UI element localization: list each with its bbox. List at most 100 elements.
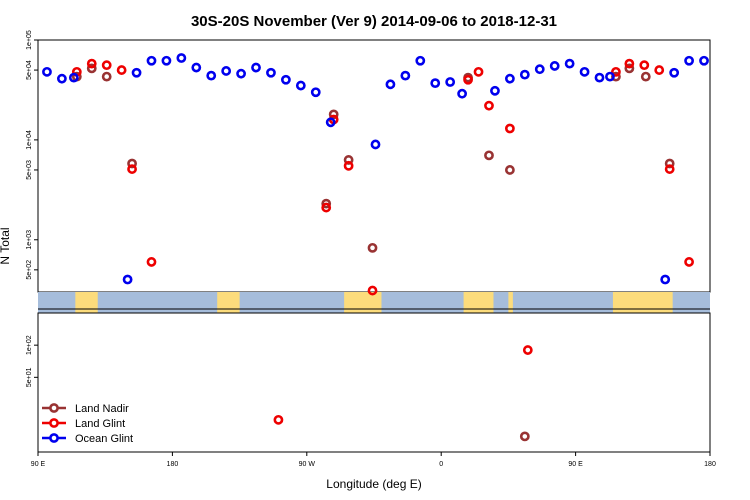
land-mass: [612, 292, 673, 313]
land-glint-point: [522, 345, 533, 355]
upper-y-tick-label: 5e+04: [26, 60, 33, 80]
legend-marker-land-glint: [49, 418, 59, 428]
legend-marker-ocean-glint: [49, 433, 59, 443]
ocean-glint-point: [564, 58, 575, 69]
ocean-glint-point: [534, 64, 545, 75]
land-nadir-point: [328, 109, 339, 120]
ocean-glint-point: [415, 55, 426, 66]
upper-panel-frame: [37, 39, 711, 293]
ocean-glint-point: [131, 67, 142, 78]
land-glint-point: [273, 414, 284, 425]
map-strip: [38, 292, 710, 313]
land-glint-point: [654, 65, 665, 75]
land-nadir-point: [343, 155, 354, 165]
land-nadir-point: [86, 63, 97, 74]
upper-y-tick-label: 5e+02: [26, 260, 33, 280]
lower-panel-frame: [37, 312, 711, 453]
legend-label-land-nadir: Land Nadir: [75, 403, 129, 415]
legend-label-ocean-glint: Ocean Glint: [75, 433, 133, 445]
lower-y-tick-label: 1e+02: [26, 335, 33, 355]
land-glint-point: [473, 66, 484, 77]
ocean-glint-point: [519, 69, 530, 80]
ocean-glint-point: [457, 88, 468, 99]
ocean-glint-point: [430, 78, 441, 89]
ocean-glint-point: [699, 55, 709, 66]
upper-y-tick-label: 1e+04: [26, 130, 33, 150]
land-glint-point: [367, 285, 378, 296]
ocean-glint-point: [579, 66, 590, 77]
land-nadir-point: [484, 150, 494, 161]
ocean-glint-point: [42, 66, 52, 77]
ocean-glint-point: [251, 62, 261, 73]
x-tick-label: 0: [439, 461, 443, 468]
land-glint-point: [611, 66, 621, 77]
land-glint-point: [639, 60, 650, 71]
ocean-glint-point: [370, 139, 381, 150]
ocean-glint-point: [400, 70, 411, 81]
land-glint-point: [146, 257, 157, 267]
legend-label-land-glint: Land Glint: [75, 418, 125, 430]
land-glint-point: [127, 164, 137, 174]
ocean-glint-point: [191, 62, 202, 73]
land-glint-point: [101, 60, 112, 71]
ocean-glint-point: [445, 77, 456, 87]
land-glint-point: [116, 65, 127, 75]
ocean-glint-point: [660, 274, 671, 285]
land-glint-point: [624, 58, 635, 69]
ocean-glint-point: [221, 66, 232, 76]
ocean-glint-point: [266, 67, 276, 78]
x-tick-label: 90 E: [31, 461, 46, 468]
x-tick-label: 180: [167, 461, 179, 468]
ocean-glint-point: [122, 274, 133, 285]
land-glint-point: [664, 164, 675, 174]
ocean-glint-point: [385, 79, 396, 90]
ocean-glint-point: [504, 73, 515, 84]
x-tick-label: 90 E: [568, 461, 583, 468]
ocean-glint-point: [549, 61, 560, 71]
land-nadir-point: [504, 165, 515, 175]
ocean-glint-point: [669, 67, 680, 78]
land-nadir-point: [664, 158, 675, 169]
ocean-glint-point: [236, 68, 246, 79]
land-glint-point: [484, 100, 494, 111]
ocean-glint-point: [310, 87, 321, 98]
ocean-glint-point: [605, 71, 615, 82]
x-tick-label: 180: [704, 461, 716, 468]
data-points: [42, 53, 709, 442]
land-glint-point: [343, 160, 354, 171]
land-nadir-point: [367, 242, 378, 253]
land-glint-point: [321, 202, 332, 213]
land-glint-point: [463, 74, 473, 85]
ocean-glint-point: [594, 72, 605, 83]
land-mass: [463, 292, 494, 313]
ocean-glint-point: [146, 55, 157, 66]
ocean-glint-point: [325, 117, 336, 128]
land-mass: [217, 292, 240, 313]
ocean-glint-point: [684, 55, 694, 66]
land-nadir-point: [640, 71, 651, 82]
land-mass: [508, 292, 513, 313]
ocean-glint-point: [490, 85, 500, 96]
y-axis-label: N Total: [0, 227, 12, 264]
land-glint-point: [86, 58, 97, 69]
upper-y-tick-label: 5e+03: [26, 160, 33, 180]
ocean-glint-point: [56, 73, 67, 84]
land-mass: [75, 292, 98, 313]
land-nadir-point: [519, 431, 530, 442]
x-axis-label: Longitude (deg E): [326, 477, 421, 491]
land-mass: [344, 292, 382, 313]
land-nadir-point: [321, 198, 332, 209]
legend-marker-land-nadir: [49, 403, 59, 413]
x-tick-label: 90 W: [299, 461, 316, 468]
legend: Land Nadir Land Glint Ocean Glint: [42, 403, 133, 445]
land-nadir-point: [624, 63, 635, 74]
ocean-glint-point: [68, 72, 79, 83]
ocean-glint-point: [280, 74, 291, 85]
land-glint-point: [504, 123, 515, 134]
lower-y-tick-label: 5e+01: [26, 367, 33, 387]
ocean-glint-point: [295, 80, 306, 91]
land-glint-point: [684, 257, 694, 267]
lower-panel: 5e+01 1e+02: [26, 312, 711, 453]
ocean-glint-point: [206, 70, 217, 81]
